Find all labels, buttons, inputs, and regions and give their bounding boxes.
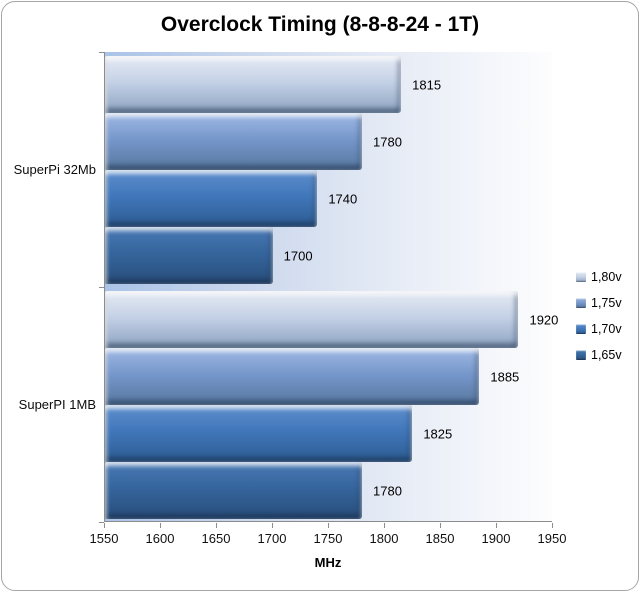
bar-row: 1920 [105,291,558,348]
x-tick-label: 1750 [313,531,343,546]
x-axis-title: MHz [314,555,342,570]
legend-item-170v: 1,70v [576,316,622,342]
x-tick-label: 1850 [425,531,455,546]
x-tick-label: 1900 [481,531,511,546]
y-axis-tick [99,522,104,523]
x-tick-label: 1800 [369,531,399,546]
bar-170v-SuperPi-32Mb [105,170,318,227]
legend-marker-icon [576,350,586,360]
plot-area: 1815 1780 1740 1700 1920 1885 1825 1780 [104,52,558,522]
legend-label: 1,75v [591,296,622,310]
x-tick-label: 1600 [145,531,175,546]
data-label: 1815 [412,77,442,92]
x-tick-label: 1550 [89,531,119,546]
category-group-2: 1920 1885 1825 1780 [105,287,558,522]
bar-175v-SuperPI-1MB [105,348,480,405]
bar-row: 1825 [105,405,552,462]
bar-row: 1780 [105,113,552,170]
bar-row: 1700 [105,227,552,284]
y-axis-tick [99,287,104,288]
bar-175v-SuperPi-32Mb [105,113,363,170]
y-axis-tick [99,52,104,53]
x-tick-label: 1700 [257,531,287,546]
data-label: 1920 [529,312,559,327]
legend-marker-icon [576,324,586,334]
x-tick-label: 1650 [201,531,231,546]
bar-180v-SuperPI-1MB [105,291,519,348]
data-label: 1825 [423,426,453,441]
legend-item-175v: 1,75v [576,290,622,316]
x-axis-tick [384,523,385,528]
legend-label: 1,65v [591,348,622,362]
x-axis-tick [272,523,273,528]
chart-title: Overclock Timing (8-8-8-24 - 1T) [160,13,480,36]
bar-180v-SuperPi-32Mb [105,56,402,113]
x-axis-tick [216,523,217,528]
data-label: 1700 [283,248,313,263]
x-axis-tick [328,523,329,528]
x-axis-tick [496,523,497,528]
x-tick-label: 1950 [537,531,567,546]
bar-row: 1815 [105,56,552,113]
legend-marker-icon [576,272,586,282]
bar-165v-SuperPI-1MB [105,462,363,519]
data-label: 1885 [490,369,520,384]
legend-item-180v: 1,80v [576,264,622,290]
category-group-1: 1815 1780 1740 1700 [105,52,552,287]
bar-170v-SuperPI-1MB [105,405,413,462]
y-category-label: SuperPI 1MB [18,396,96,412]
legend-label: 1,80v [591,270,622,284]
bar-165v-SuperPi-32Mb [105,227,273,284]
legend-label: 1,70v [591,322,622,336]
data-label: 1780 [373,483,402,498]
x-axis-tick [104,523,105,528]
bar-row: 1780 [105,462,552,519]
legend-marker-icon [576,298,586,308]
y-category-label: SuperPi 32Mb [13,161,96,177]
legend: 1,80v 1,75v 1,70v 1,65v [576,264,622,368]
x-axis-tick [552,523,553,528]
data-label: 1780 [373,134,402,149]
x-axis-tick [440,523,441,528]
x-axis-tick [160,523,161,528]
bar-row: 1740 [105,170,552,227]
legend-item-165v: 1,65v [576,342,622,368]
data-label: 1740 [328,191,358,206]
bar-row: 1885 [105,348,552,405]
